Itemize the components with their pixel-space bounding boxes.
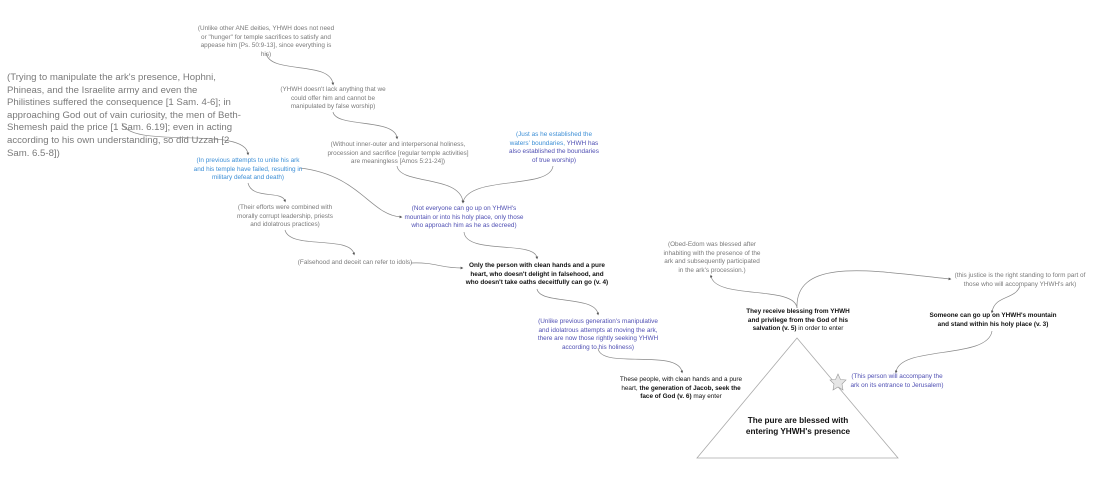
connector bbox=[284, 229, 356, 256]
node-their-efforts: (Their efforts were combined with morall… bbox=[237, 204, 333, 229]
node-this-justice: (this justice is the right standing to f… bbox=[954, 272, 1086, 288]
node-accompany-ark: (This person will accompany the ark on i… bbox=[850, 373, 944, 389]
node-only-the-person: Only the person with clean hands and a p… bbox=[465, 262, 609, 287]
node-ane-deities: (Unlike other ANE deities, YHWH does not… bbox=[197, 25, 335, 58]
node-not-everyone: (Not everyone can go up on YHWH's mounta… bbox=[404, 205, 524, 230]
node-obed-edom: (Obed-Edom was blessed after inhabiting … bbox=[663, 241, 761, 274]
connector bbox=[299, 167, 403, 219]
node-unlike-previous-generation: (Unlike previous generation's manipulati… bbox=[537, 318, 659, 351]
connector bbox=[396, 165, 465, 204]
node-manipulate-ark: (Trying to manipulate the ark's presence… bbox=[7, 72, 241, 159]
connector bbox=[247, 182, 286, 203]
connector bbox=[796, 270, 952, 309]
connector bbox=[462, 165, 554, 204]
connector bbox=[410, 262, 464, 270]
connector bbox=[597, 347, 684, 374]
node-receive-blessing: They receive blessing from YHWH and priv… bbox=[746, 308, 850, 333]
connector bbox=[332, 111, 399, 140]
connector bbox=[536, 288, 600, 316]
connector bbox=[894, 330, 993, 374]
node-yhwh-lack: (YHWH doesn't lack anything that we coul… bbox=[280, 86, 386, 111]
node-waters-boundaries: (Just as he established the waters' boun… bbox=[509, 131, 599, 164]
pyramid-triangle bbox=[696, 337, 899, 459]
pyramid-title: The pure are blessed with entering YHWH'… bbox=[745, 416, 851, 436]
node-holiness: (Without inner-outer and interpersonal h… bbox=[327, 141, 469, 166]
connector bbox=[463, 231, 539, 260]
connector bbox=[265, 52, 335, 86]
connector bbox=[990, 285, 1021, 314]
node-previous-attempts: (In previous attempts to unite his ark a… bbox=[193, 157, 303, 182]
star-icon bbox=[829, 373, 847, 391]
node-falsehood: (Falsehood and deceit can refer to idols… bbox=[297, 259, 413, 266]
connector bbox=[709, 274, 798, 309]
node-someone-can-go-up: Someone can go up on YHWH's mountain and… bbox=[929, 312, 1057, 328]
connector bbox=[121, 122, 250, 156]
node-these-people: These people, with clean hands and a pur… bbox=[619, 376, 743, 401]
